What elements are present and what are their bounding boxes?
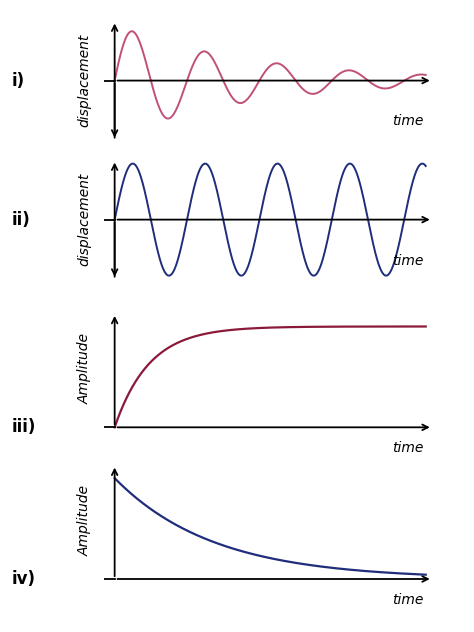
Text: Amplitude: Amplitude [78, 485, 92, 556]
Text: time: time [392, 593, 423, 607]
Text: Amplitude: Amplitude [78, 333, 92, 404]
Text: iii): iii) [11, 418, 36, 436]
Text: displacement: displacement [78, 173, 92, 266]
Text: i): i) [11, 71, 25, 90]
Text: time: time [392, 253, 423, 267]
Text: displacement: displacement [78, 34, 92, 127]
Text: ii): ii) [11, 210, 30, 229]
Text: iv): iv) [11, 570, 36, 588]
Text: time: time [392, 441, 423, 455]
Text: time: time [392, 114, 423, 128]
